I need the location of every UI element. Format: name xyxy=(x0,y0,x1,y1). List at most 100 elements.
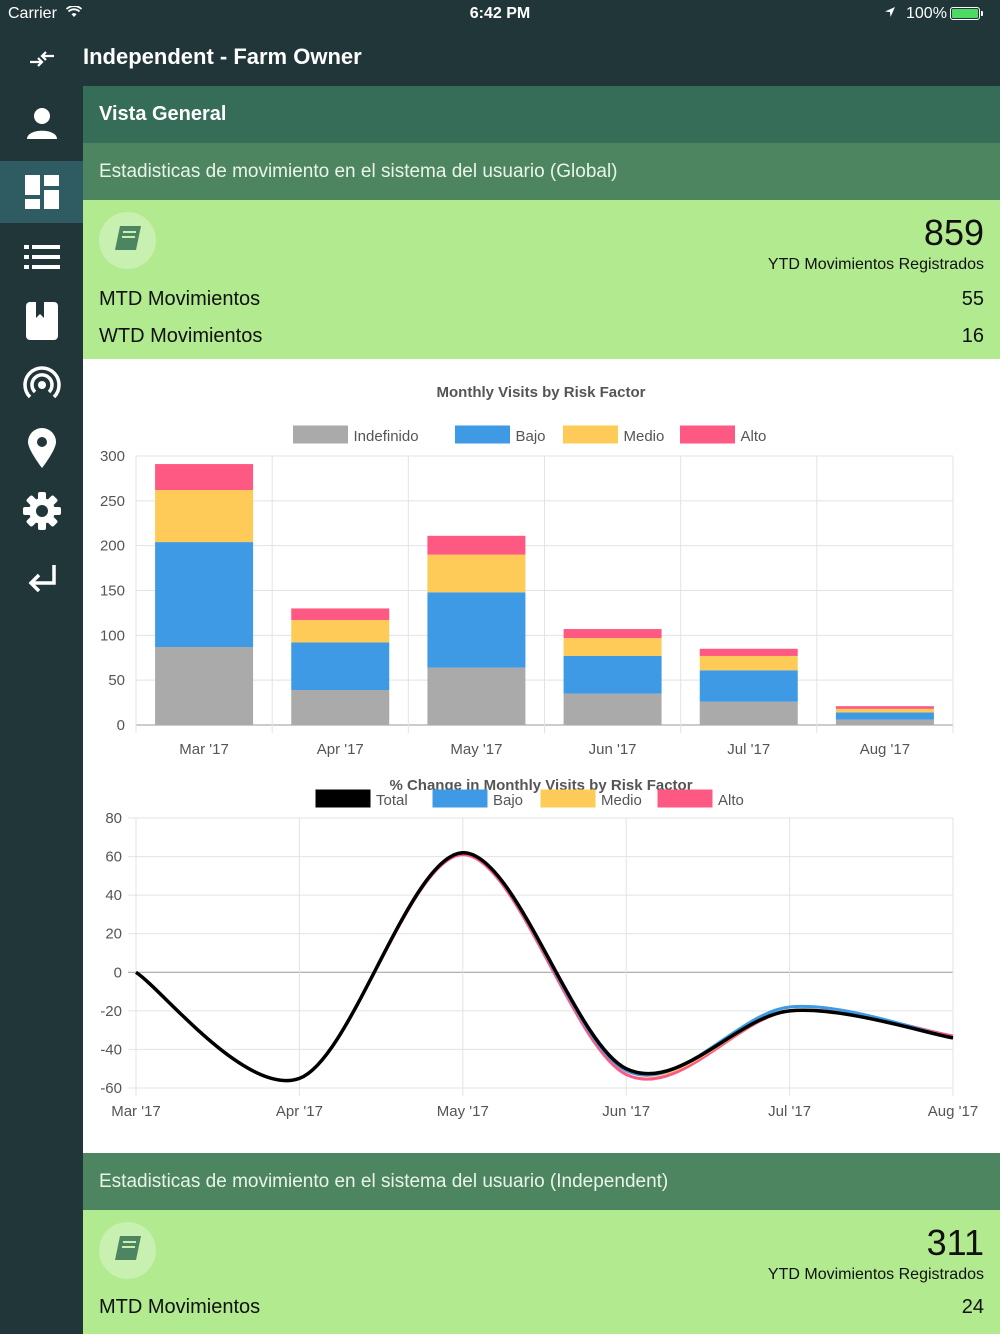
bar-segment-bajo xyxy=(291,642,390,691)
legend-label-alto: Alto xyxy=(718,792,744,809)
mtd-value: 55 xyxy=(961,288,984,310)
bar-chart: Monthly Visits by Risk Factor Indefinido… xyxy=(100,384,954,758)
bar-segment-medio xyxy=(563,638,662,656)
bar-segment-alto xyxy=(563,629,662,639)
line-chart: % Change in Monthly Visits by Risk Facto… xyxy=(100,777,978,1120)
bar-segment-bajo xyxy=(155,542,254,647)
sidebar-item-settings[interactable] xyxy=(0,480,83,542)
card-icon xyxy=(99,1222,156,1279)
ytd-label: YTD Movimientos Registrados xyxy=(767,256,984,273)
sidebar-item-list[interactable] xyxy=(0,226,83,288)
legend-swatch-alto xyxy=(657,789,713,808)
carrier-label: Carrier xyxy=(8,5,57,22)
bar-x-tick-label: May '17 xyxy=(450,741,502,758)
bar-y-tick-label: 100 xyxy=(100,627,125,644)
section-title: Vista General xyxy=(83,86,1000,143)
legend-label-alto: Alto xyxy=(741,428,767,445)
bar-segment-indefinido xyxy=(427,667,526,725)
line-series-total xyxy=(135,850,954,1083)
bar-segment-medio xyxy=(427,554,526,593)
bar-x-tick-label: Mar '17 xyxy=(179,741,229,758)
line-series-bajo xyxy=(135,851,954,1083)
bar-segment-bajo xyxy=(563,655,662,694)
legend-swatch-alto xyxy=(680,425,735,444)
ytd-value: 311 xyxy=(926,1222,984,1263)
bar-segment-indefinido xyxy=(563,693,662,725)
bar-segment-bajo xyxy=(699,670,798,702)
bar-segment-alto xyxy=(427,535,526,555)
location-pin-icon xyxy=(27,428,56,468)
wifi-icon xyxy=(65,5,83,21)
book-icon xyxy=(25,302,58,340)
sidebar xyxy=(0,28,83,1334)
line-y-tick-label: 60 xyxy=(105,849,122,866)
line-y-tick-label: -60 xyxy=(100,1080,122,1097)
line-x-tick-label: Mar '17 xyxy=(111,1103,161,1120)
sidebar-item-logout[interactable] xyxy=(0,548,83,610)
main-content[interactable]: Vista General Estadisticas de movimiento… xyxy=(83,86,1000,1334)
sidebar-item-broadcast[interactable] xyxy=(0,354,83,416)
legend-swatch-bajo xyxy=(455,425,510,444)
wtd-value: 16 xyxy=(961,325,984,347)
gear-icon xyxy=(22,492,61,530)
legend-swatch-medio xyxy=(540,789,596,808)
line-series-alto xyxy=(135,853,954,1082)
wtd-row: WTD Movimientos 16 xyxy=(99,325,984,348)
bar-y-tick-label: 50 xyxy=(108,672,125,689)
mtd-label: MTD Movimientos xyxy=(99,288,261,310)
legend-swatch-medio xyxy=(563,425,618,444)
line-x-tick-label: Aug '17 xyxy=(928,1103,978,1120)
sidebar-item-profile[interactable] xyxy=(0,92,83,154)
status-time: 6:42 PM xyxy=(469,5,531,22)
line-y-tick-label: -40 xyxy=(100,1041,122,1058)
line-x-tick-label: May '17 xyxy=(437,1103,489,1120)
legend-label-bajo: Bajo xyxy=(516,428,546,445)
bar-segment-medio xyxy=(699,655,798,671)
bar-segment-bajo xyxy=(427,592,526,668)
independent-stats-subtitle: Estadisticas de movimiento en el sistema… xyxy=(83,1153,1000,1210)
sidebar-item-location[interactable] xyxy=(0,417,83,479)
bar-x-tick-label: Apr '17 xyxy=(317,741,364,758)
legend-swatch-total xyxy=(315,789,371,808)
bar-x-tick-label: Jun '17 xyxy=(589,741,637,758)
battery-icon xyxy=(950,7,983,20)
legend-swatch-indefinido xyxy=(293,425,348,444)
location-arrow-icon xyxy=(884,5,896,21)
status-bar: Carrier 6:42 PM 100% xyxy=(0,0,1000,28)
line-x-tick-label: Apr '17 xyxy=(276,1103,323,1120)
global-stats-card: 859 YTD Movimientos Registrados MTD Movi… xyxy=(83,200,1000,359)
book-icon xyxy=(114,225,142,256)
legend-label-total: Total xyxy=(376,792,408,809)
page-title: Independent - Farm Owner xyxy=(83,44,362,69)
line-y-tick-label: 80 xyxy=(105,810,122,827)
legend-label-medio: Medio xyxy=(601,792,642,809)
top-bar: Independent - Farm Owner xyxy=(83,28,1000,86)
bar-y-tick-label: 0 xyxy=(117,717,125,734)
legend-label-indefinido: Indefinido xyxy=(354,428,419,445)
line-series-medio xyxy=(135,851,954,1083)
bar-segment-medio xyxy=(291,620,390,643)
line-y-tick-label: -20 xyxy=(100,1003,122,1020)
bar-segment-alto xyxy=(155,464,254,491)
bar-chart-title: Monthly Visits by Risk Factor xyxy=(437,384,646,401)
mtd-row: MTD Movimientos 55 xyxy=(99,288,984,311)
card-icon xyxy=(99,212,156,269)
user-icon xyxy=(25,106,59,140)
book-icon xyxy=(114,1235,142,1266)
bar-segment-medio xyxy=(155,490,254,543)
bar-segment-alto xyxy=(699,648,798,656)
line-y-tick-label: 20 xyxy=(105,926,122,943)
bar-y-tick-label: 300 xyxy=(100,448,125,465)
bar-y-tick-label: 250 xyxy=(100,493,125,510)
bar-segment-alto xyxy=(835,706,934,709)
mtd-row: MTD Movimientos 24 xyxy=(99,1296,984,1319)
sidebar-item-dashboard[interactable] xyxy=(0,161,83,223)
legend-label-medio: Medio xyxy=(624,428,665,445)
bar-segment-alto xyxy=(291,608,390,621)
sidebar-toggle-button[interactable] xyxy=(0,28,83,90)
charts-area: Monthly Visits by Risk Factor Indefinido… xyxy=(83,359,1000,1153)
bar-y-tick-label: 150 xyxy=(100,583,125,600)
independent-stats-card: 311 YTD Movimientos Registrados MTD Movi… xyxy=(83,1210,1000,1334)
bar-segment-medio xyxy=(835,708,934,713)
sidebar-item-book[interactable] xyxy=(0,290,83,352)
